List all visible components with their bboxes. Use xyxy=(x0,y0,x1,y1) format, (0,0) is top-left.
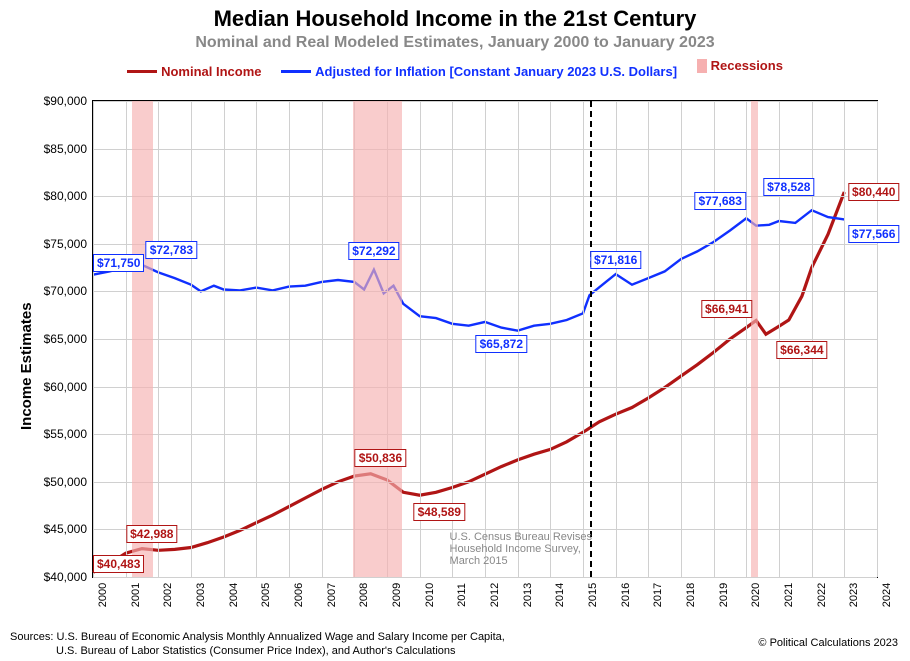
grid-line-v xyxy=(779,101,780,577)
x-tick-label: 2007 xyxy=(322,583,338,607)
legend: Nominal Income Adjusted for Inflation [C… xyxy=(0,58,910,79)
legend-item-real: Adjusted for Inflation [Constant January… xyxy=(281,64,677,79)
data-label: $66,344 xyxy=(776,341,827,359)
x-tick-label: 2021 xyxy=(779,583,795,607)
x-tick-label: 2009 xyxy=(387,583,403,607)
y-tick-label: $75,000 xyxy=(44,237,93,251)
grid-line-v xyxy=(322,101,323,577)
y-axis-label: Income Estimates xyxy=(18,302,35,430)
y-tick-label: $55,000 xyxy=(44,427,93,441)
data-label: $48,589 xyxy=(414,503,465,521)
legend-swatch-real xyxy=(281,70,311,73)
copyright: © Political Calculations 2023 xyxy=(758,637,898,649)
legend-swatch-nominal xyxy=(127,70,157,73)
grid-line-v xyxy=(289,101,290,577)
y-tick-label: $85,000 xyxy=(44,142,93,156)
x-tick-label: 2018 xyxy=(681,583,697,607)
y-tick-label: $50,000 xyxy=(44,475,93,489)
y-tick-label: $90,000 xyxy=(44,94,93,108)
data-label: $71,750 xyxy=(93,254,144,272)
data-label: $77,683 xyxy=(694,192,745,210)
y-tick-label: $80,000 xyxy=(44,189,93,203)
grid-line-v xyxy=(714,101,715,577)
data-label: $42,988 xyxy=(126,525,177,543)
grid-line-v xyxy=(616,101,617,577)
x-tick-label: 2001 xyxy=(126,583,142,607)
grid-line-h xyxy=(93,577,877,578)
data-label: $72,292 xyxy=(348,242,399,260)
grid-line-v xyxy=(583,101,584,577)
x-tick-label: 2015 xyxy=(583,583,599,607)
grid-line-v xyxy=(877,101,878,577)
legend-item-recessions: Recessions xyxy=(697,58,783,73)
grid-line-v xyxy=(256,101,257,577)
recession-band xyxy=(751,101,758,577)
x-tick-label: 2020 xyxy=(746,583,762,607)
grid-line-v xyxy=(158,101,159,577)
data-label: $50,836 xyxy=(355,449,406,467)
legend-swatch-recession xyxy=(697,59,707,73)
plot-area: $40,000$45,000$50,000$55,000$60,000$65,0… xyxy=(92,100,878,578)
grid-line-v xyxy=(550,101,551,577)
y-tick-label: $70,000 xyxy=(44,284,93,298)
grid-line-v xyxy=(844,101,845,577)
x-tick-label: 2002 xyxy=(158,583,174,607)
x-tick-label: 2005 xyxy=(256,583,272,607)
legend-label-recessions: Recessions xyxy=(711,58,783,73)
x-tick-label: 2014 xyxy=(550,583,566,607)
x-tick-label: 2023 xyxy=(844,583,860,607)
grid-line-v xyxy=(812,101,813,577)
y-tick-label: $60,000 xyxy=(44,380,93,394)
revision-line xyxy=(590,101,592,577)
data-label: $80,440 xyxy=(848,183,899,201)
x-tick-label: 2024 xyxy=(877,583,893,607)
y-tick-label: $45,000 xyxy=(44,522,93,536)
data-label: $71,816 xyxy=(590,251,641,269)
grid-line-v xyxy=(746,101,747,577)
chart-container: Median Household Income in the 21st Cent… xyxy=(0,0,910,661)
x-tick-label: 2010 xyxy=(420,583,436,607)
x-tick-label: 2008 xyxy=(354,583,370,607)
x-tick-label: 2006 xyxy=(289,583,305,607)
x-tick-label: 2000 xyxy=(93,583,109,607)
legend-label-real: Adjusted for Inflation [Constant January… xyxy=(315,64,677,79)
x-tick-label: 2013 xyxy=(518,583,534,607)
x-tick-label: 2022 xyxy=(812,583,828,607)
data-label: $77,566 xyxy=(848,225,899,243)
sources-line-1: Sources: U.S. Bureau of Economic Analysi… xyxy=(10,631,505,643)
data-label: $65,872 xyxy=(476,335,527,353)
x-tick-label: 2019 xyxy=(714,583,730,607)
x-tick-label: 2003 xyxy=(191,583,207,607)
nominal-line xyxy=(93,192,844,572)
data-label: $78,528 xyxy=(763,178,814,196)
y-tick-label: $65,000 xyxy=(44,332,93,346)
data-label: $66,941 xyxy=(701,300,752,318)
recession-band xyxy=(132,101,153,577)
grid-line-v xyxy=(93,101,94,577)
sources-line-2: U.S. Bureau of Labor Statistics (Consume… xyxy=(56,645,456,657)
y-tick-label: $40,000 xyxy=(44,570,93,584)
grid-line-v xyxy=(126,101,127,577)
grid-line-v xyxy=(681,101,682,577)
x-tick-label: 2017 xyxy=(648,583,664,607)
data-label: $40,483 xyxy=(93,555,144,573)
revision-annotation: U.S. Census Bureau RevisesHousehold Inco… xyxy=(450,531,592,567)
x-tick-label: 2004 xyxy=(224,583,240,607)
x-tick-label: 2012 xyxy=(485,583,501,607)
grid-line-v xyxy=(224,101,225,577)
data-label: $72,783 xyxy=(146,241,197,259)
x-tick-label: 2011 xyxy=(452,583,468,607)
x-tick-label: 2016 xyxy=(616,583,632,607)
grid-line-v xyxy=(648,101,649,577)
grid-line-v xyxy=(191,101,192,577)
chart-title: Median Household Income in the 21st Cent… xyxy=(0,6,910,32)
chart-subtitle: Nominal and Real Modeled Estimates, Janu… xyxy=(0,34,910,52)
legend-label-nominal: Nominal Income xyxy=(161,64,261,79)
recession-band xyxy=(353,101,402,577)
legend-item-nominal: Nominal Income xyxy=(127,64,261,79)
